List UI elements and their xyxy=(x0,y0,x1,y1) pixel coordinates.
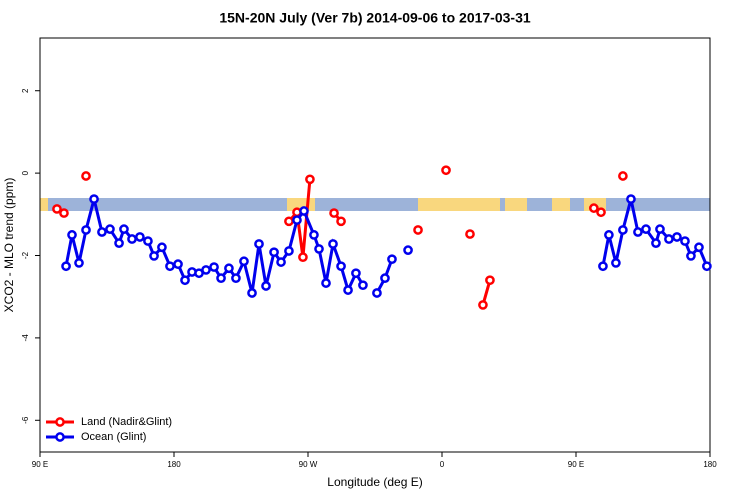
point xyxy=(680,236,690,246)
point xyxy=(209,262,219,272)
y-tick-label: 2 xyxy=(21,88,30,93)
point xyxy=(247,288,257,298)
y-axis-label: XCO2 - MLO trend (ppm) xyxy=(2,178,16,313)
point xyxy=(403,245,413,255)
point xyxy=(672,232,682,242)
point xyxy=(596,207,606,218)
point xyxy=(114,238,124,248)
chart-title: 15N-20N July (Ver 7b) 2014-09-06 to 2017… xyxy=(219,10,530,26)
point xyxy=(655,224,665,234)
point xyxy=(598,261,608,272)
land-sea-strip xyxy=(40,198,710,211)
point xyxy=(173,259,183,270)
point xyxy=(52,204,62,214)
x-tick-label: 180 xyxy=(703,460,717,469)
point xyxy=(309,230,319,240)
legend-marker xyxy=(55,417,65,427)
point xyxy=(372,288,382,298)
point xyxy=(611,258,621,268)
point xyxy=(664,234,674,244)
point xyxy=(143,236,153,246)
point xyxy=(165,261,175,272)
point xyxy=(618,225,628,235)
point xyxy=(641,224,651,234)
point xyxy=(216,273,226,284)
point xyxy=(329,208,339,218)
point xyxy=(336,216,346,227)
point xyxy=(269,247,279,258)
point xyxy=(441,165,451,176)
point xyxy=(231,273,241,284)
point xyxy=(618,171,628,181)
point xyxy=(589,203,599,213)
point xyxy=(276,257,286,267)
point xyxy=(127,234,137,244)
point xyxy=(336,261,346,272)
point xyxy=(201,265,211,275)
point xyxy=(686,251,696,261)
point xyxy=(74,258,84,268)
point xyxy=(105,224,115,234)
point xyxy=(633,227,643,237)
point xyxy=(321,278,331,288)
point xyxy=(61,261,71,272)
point xyxy=(465,229,475,239)
point xyxy=(67,230,77,240)
point xyxy=(239,256,249,267)
point xyxy=(81,171,91,181)
plot-frame xyxy=(39,37,711,453)
point xyxy=(485,275,495,286)
point xyxy=(387,254,397,265)
x-tick-label: 90 W xyxy=(299,460,318,469)
legend-label: Ocean (Glint) xyxy=(81,431,146,443)
point xyxy=(478,300,488,310)
legend-marker xyxy=(55,432,65,442)
point xyxy=(351,268,361,279)
point xyxy=(651,238,661,248)
point xyxy=(702,261,712,272)
point xyxy=(149,251,159,261)
point xyxy=(119,224,129,234)
y-tick-label: -4 xyxy=(21,334,30,342)
point xyxy=(254,239,264,249)
y-tick-label: 0 xyxy=(21,170,30,175)
point xyxy=(305,174,315,185)
point xyxy=(626,194,636,204)
point xyxy=(180,275,190,286)
legend-label: Land (Nadir&Glint) xyxy=(81,416,172,428)
y-tick-label: -2 xyxy=(21,251,30,259)
point xyxy=(314,244,324,254)
point xyxy=(604,230,614,240)
point xyxy=(328,239,338,249)
point xyxy=(59,208,69,218)
point xyxy=(81,225,91,235)
point xyxy=(97,227,107,237)
point xyxy=(284,216,294,227)
point xyxy=(135,232,145,242)
point xyxy=(380,273,390,284)
point xyxy=(298,252,308,263)
point xyxy=(224,263,234,274)
point xyxy=(284,246,294,256)
point xyxy=(299,206,309,216)
y-tick-label: -6 xyxy=(21,416,30,424)
point xyxy=(413,225,423,235)
point xyxy=(89,194,99,204)
x-tick-label: 180 xyxy=(167,460,181,469)
point xyxy=(694,242,704,253)
point xyxy=(358,280,368,291)
point xyxy=(292,215,302,225)
point xyxy=(157,242,167,253)
x-axis-label: Longitude (deg E) xyxy=(327,475,422,489)
point xyxy=(343,285,353,295)
x-tick-label: 90 E xyxy=(32,460,48,469)
x-tick-label: 0 xyxy=(440,460,445,469)
x-tick-label: 90 E xyxy=(568,460,584,469)
point xyxy=(261,281,271,291)
